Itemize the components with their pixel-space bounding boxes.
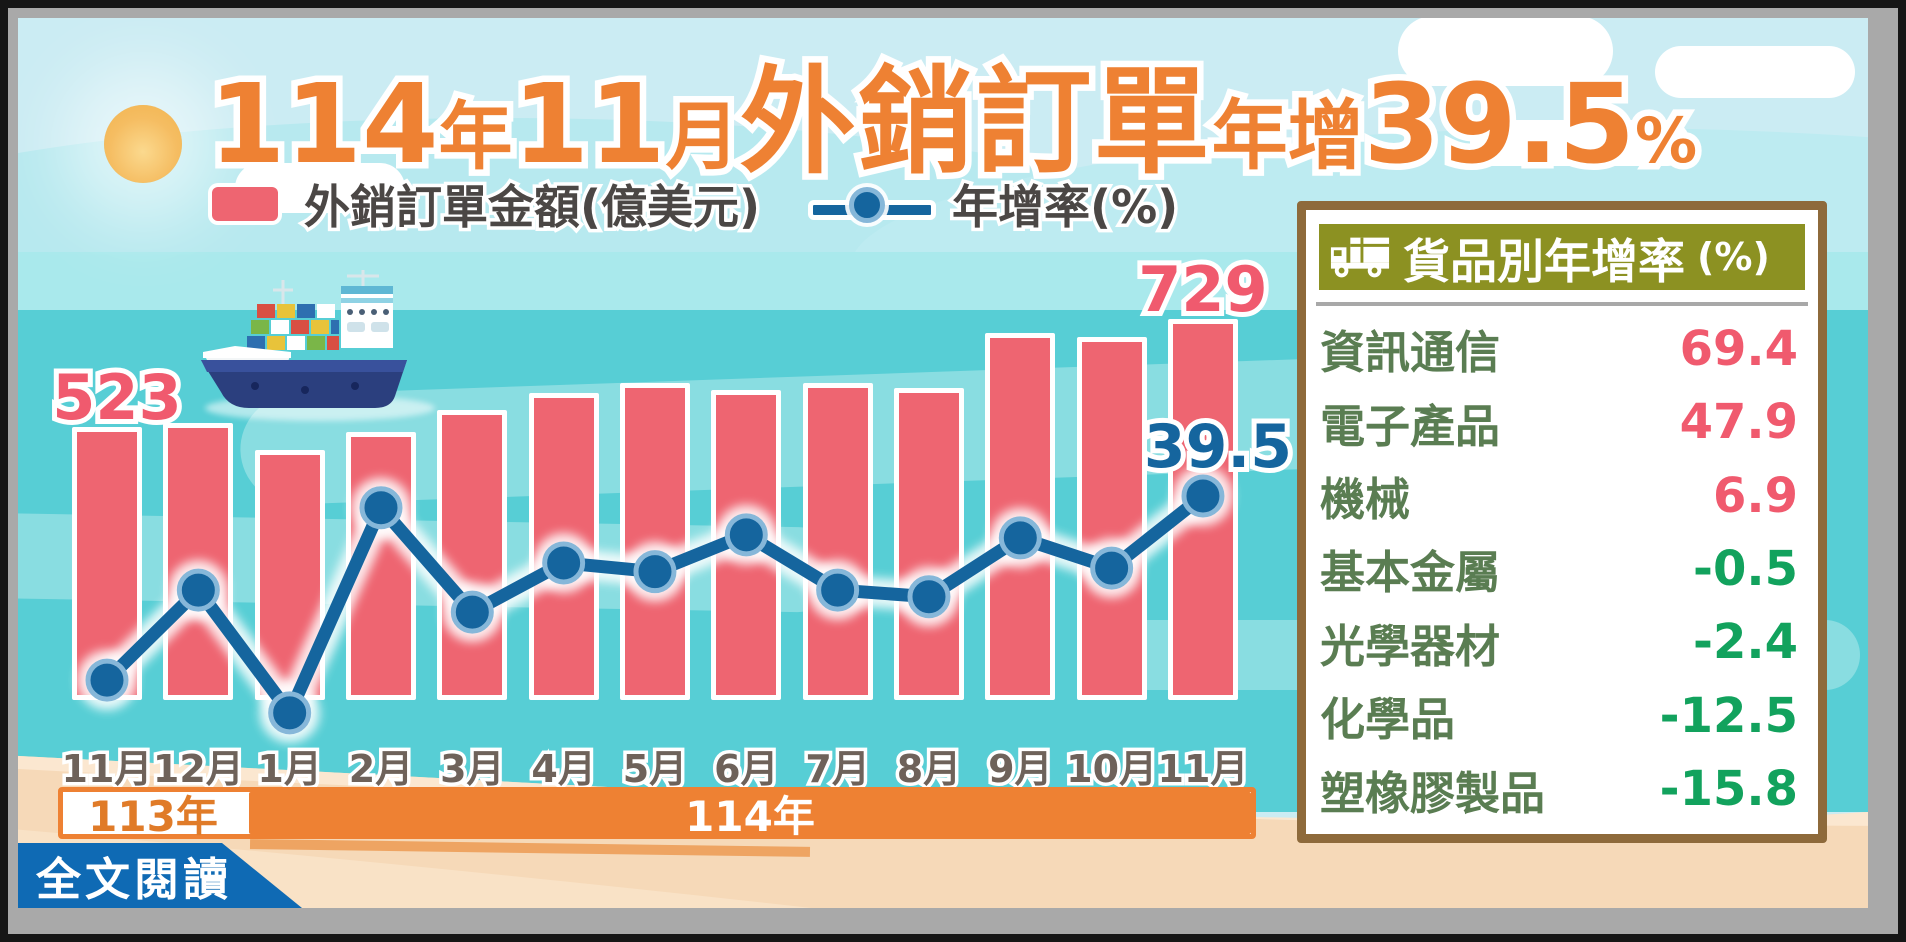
read-full-article-button[interactable]: 全文閱讀 bbox=[12, 843, 302, 908]
table-row: 機械 6.9 bbox=[1320, 459, 1798, 532]
cloud-icon bbox=[1470, 120, 1690, 166]
bar-value-label-11月: 729 bbox=[1133, 248, 1272, 331]
title-year-suffix: 年 bbox=[432, 88, 519, 187]
bar-12月 bbox=[163, 423, 234, 700]
bar-1月 bbox=[254, 450, 325, 700]
panel-title: 貨品別年增率 bbox=[1403, 234, 1685, 290]
bar-7月 bbox=[802, 383, 873, 700]
category-growth-value: -0.5 bbox=[1693, 540, 1798, 597]
panel-header: 貨品別年增率 (%) bbox=[1319, 224, 1805, 290]
category-growth-value: -12.5 bbox=[1659, 687, 1798, 744]
category-growth-value: 47.9 bbox=[1679, 394, 1798, 451]
category-label: 基本金屬 bbox=[1320, 546, 1501, 600]
title-growth-prefix: 年增 bbox=[1205, 85, 1370, 187]
month-label: 7月 bbox=[802, 744, 873, 795]
container-ship-illustration bbox=[201, 270, 407, 408]
category-growth-value: -2.4 bbox=[1693, 614, 1798, 671]
bar-11月 bbox=[1167, 319, 1238, 700]
month-label: 4月 bbox=[528, 744, 599, 795]
line-value-label-11月: 39.5 bbox=[1139, 407, 1297, 487]
bar-8月 bbox=[893, 388, 964, 700]
category-label: 資訊通信 bbox=[1320, 326, 1501, 380]
category-growth-value: 69.4 bbox=[1679, 320, 1798, 377]
year-band-114: 114年 bbox=[249, 792, 1251, 841]
month-label: 11月 bbox=[58, 744, 156, 795]
category-growth-value: -15.8 bbox=[1659, 761, 1798, 818]
line-legend-label: 年增率(%) bbox=[949, 177, 1182, 238]
month-label: 10月 bbox=[1063, 744, 1161, 795]
sun-icon bbox=[104, 105, 182, 183]
month-label: 3月 bbox=[437, 744, 508, 795]
bar-3月 bbox=[437, 410, 508, 700]
month-label: 1月 bbox=[254, 744, 325, 795]
chart-legend: 外銷訂單金額(億美元) 年增率(%) bbox=[212, 177, 1182, 238]
title-headline: 外銷訂單 bbox=[733, 49, 1216, 197]
category-growth-value: 6.9 bbox=[1712, 467, 1798, 524]
bar-5月 bbox=[619, 383, 690, 700]
title-percent-sign: % bbox=[1628, 98, 1703, 184]
title-year: 114 bbox=[202, 54, 445, 195]
month-label: 11月 bbox=[1154, 744, 1252, 795]
month-label: 5月 bbox=[619, 744, 690, 795]
category-growth-panel: 貨品別年增率 (%) 資訊通信 69.4 電子產品 47.9 機械 6.9 基本金屬 -0.5… bbox=[1297, 201, 1827, 843]
panel-divider bbox=[1316, 302, 1808, 306]
category-label: 機械 bbox=[1320, 473, 1411, 527]
cloud-icon bbox=[1655, 46, 1855, 98]
month-label: 12月 bbox=[149, 744, 247, 795]
page-title: 114 年 11 月 外銷訂單 年增 39.5 % bbox=[0, 28, 1906, 197]
bar-9月 bbox=[985, 333, 1056, 700]
title-month: 11 bbox=[506, 54, 672, 195]
category-label: 光學器材 bbox=[1320, 619, 1501, 673]
month-label: 2月 bbox=[345, 744, 416, 795]
read-full-article-label: 全文閱讀 bbox=[36, 853, 233, 906]
panel-title-unit: (%) bbox=[1697, 235, 1770, 279]
table-row: 資訊通信 69.4 bbox=[1320, 312, 1798, 385]
table-row: 化學品 -12.5 bbox=[1320, 679, 1798, 752]
cloud-icon bbox=[1398, 16, 1613, 86]
title-growth-value: 39.5 bbox=[1357, 54, 1641, 195]
bar-11月 bbox=[72, 427, 142, 700]
month-label: 9月 bbox=[985, 744, 1056, 795]
bar-6月 bbox=[711, 390, 782, 700]
line-legend-icon bbox=[808, 186, 937, 223]
bar-4月 bbox=[528, 393, 599, 700]
panel-rows: 資訊通信 69.4 電子產品 47.9 機械 6.9 基本金屬 -0.5 光學器材 -2.4 化學品… bbox=[1320, 312, 1798, 826]
table-row: 光學器材 -2.4 bbox=[1320, 606, 1798, 679]
table-row: 電子產品 47.9 bbox=[1320, 385, 1798, 458]
category-label: 塑橡膠製品 bbox=[1320, 766, 1546, 820]
category-label: 化學品 bbox=[1320, 693, 1456, 747]
truck-icon bbox=[1330, 237, 1390, 278]
table-row: 基本金屬 -0.5 bbox=[1320, 532, 1798, 605]
title-month-suffix: 月 bbox=[659, 88, 746, 187]
bar-legend-swatch bbox=[212, 187, 278, 221]
x-axis-year-bands: 113年 114年 bbox=[58, 787, 1256, 841]
bar-2月 bbox=[345, 432, 416, 700]
month-label: 8月 bbox=[893, 744, 964, 795]
bar-value-label-11月: 523 bbox=[47, 356, 186, 439]
bar-10月 bbox=[1076, 337, 1147, 700]
month-label: 6月 bbox=[711, 744, 782, 795]
bar-legend-label: 外銷訂單金額(億美元) bbox=[300, 177, 763, 238]
table-row: 塑橡膠製品 -15.8 bbox=[1320, 753, 1798, 826]
year-band-113: 113年 bbox=[63, 792, 243, 841]
category-label: 電子產品 bbox=[1320, 399, 1501, 453]
